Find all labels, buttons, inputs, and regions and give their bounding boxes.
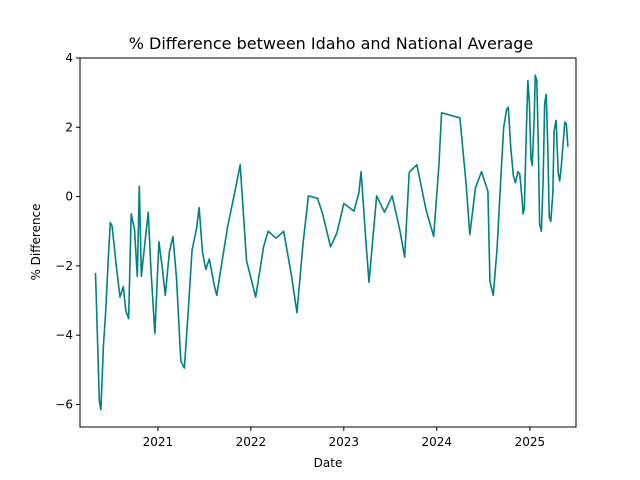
plot-area: 2021 2022 2023 2024 2025 −6 −4 −2 0 2 4 bbox=[55, 51, 577, 449]
chart-title: % Difference between Idaho and National … bbox=[129, 34, 533, 53]
x-tick-label: 2022 bbox=[236, 435, 267, 449]
y-tick-label: 2 bbox=[65, 120, 73, 134]
series-line-0 bbox=[94, 74, 569, 411]
y-tick-label: −2 bbox=[55, 259, 73, 273]
x-tick-label: 2021 bbox=[143, 435, 174, 449]
y-tick-label: −6 bbox=[55, 397, 73, 411]
x-tick-label: 2025 bbox=[515, 435, 546, 449]
y-tick-label: −4 bbox=[55, 328, 73, 342]
y-tick-label: 4 bbox=[65, 51, 73, 65]
x-axis-label: Date bbox=[314, 456, 343, 470]
x-tick-label: 2023 bbox=[329, 435, 360, 449]
y-axis-label: % Difference bbox=[29, 203, 43, 280]
y-tick-label: 0 bbox=[65, 190, 73, 204]
plot-frame bbox=[79, 57, 577, 428]
x-tick-label: 2024 bbox=[421, 435, 452, 449]
